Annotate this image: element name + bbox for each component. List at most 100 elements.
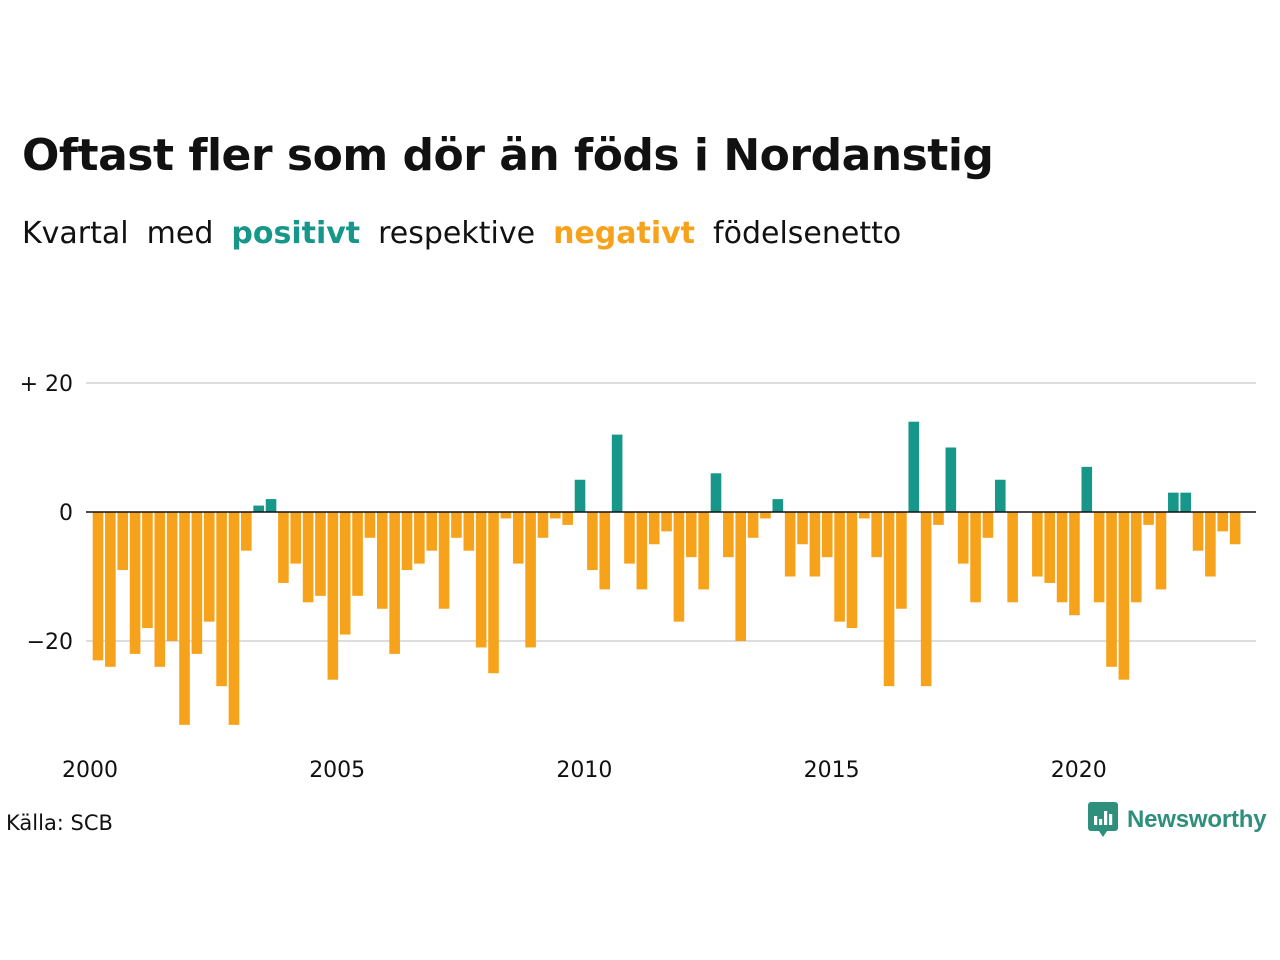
subtitle-word-birth-net: födelsenetto [713, 216, 902, 251]
bar [1056, 512, 1068, 603]
subtitle-word-respectively: respektive [378, 216, 536, 251]
bar [389, 512, 400, 654]
x-tick-label: 2020 [1051, 758, 1107, 783]
x-tick-label: 2015 [804, 758, 860, 783]
bar [364, 512, 376, 538]
bar [809, 512, 821, 577]
bar [945, 447, 957, 512]
bar [624, 512, 635, 564]
bar [1032, 512, 1043, 577]
bar [1192, 512, 1204, 551]
bar [698, 512, 709, 590]
bar [574, 479, 586, 512]
bar [315, 512, 326, 596]
bar [352, 512, 363, 596]
bar [735, 512, 747, 641]
brand-logo[interactable]: Newsworthy [1088, 802, 1267, 838]
bar [982, 512, 994, 538]
bar [957, 512, 969, 564]
subtitle-negative: negativt [553, 216, 696, 251]
bar [129, 512, 141, 654]
bar [550, 512, 561, 519]
bar [426, 512, 438, 551]
bar [723, 512, 734, 558]
x-tick-label: 2000 [62, 758, 118, 783]
bar [1044, 512, 1056, 583]
bar [179, 512, 190, 725]
bar [327, 512, 339, 680]
bar [265, 499, 277, 512]
bar [414, 512, 425, 564]
bar [784, 512, 796, 577]
bar [512, 512, 524, 564]
bar [525, 512, 536, 648]
bar [747, 512, 759, 538]
bar [871, 512, 882, 558]
bar [1205, 512, 1216, 577]
bar [1168, 492, 1179, 512]
brand-name: Newsworthy [1127, 806, 1267, 833]
bar [673, 512, 685, 622]
bar [587, 512, 598, 571]
bar [154, 512, 166, 667]
bar [203, 512, 215, 622]
chart-subtitle: Kvartal med positivt respektive negativt föde… [22, 216, 919, 251]
bar [821, 512, 833, 558]
bar [278, 512, 289, 583]
bar [1093, 512, 1105, 603]
newsworthy-logo-icon [1088, 802, 1118, 837]
bar [537, 512, 549, 538]
bar [1081, 466, 1093, 512]
bar [438, 512, 450, 609]
bar [846, 512, 858, 629]
bar [661, 512, 672, 532]
bar [401, 512, 413, 571]
bar [253, 505, 264, 512]
source-note: Källa: SCB [6, 811, 113, 835]
bar [1130, 512, 1142, 603]
bar [611, 434, 623, 512]
bar [302, 512, 314, 603]
bar [290, 512, 302, 564]
bar [1217, 512, 1229, 532]
bar [228, 512, 240, 725]
axis-layer: + 20 0 −20 2000 2005 2010 2015 2020 [20, 372, 1256, 783]
bar [1118, 512, 1130, 680]
bar [475, 512, 487, 648]
bar [1155, 512, 1167, 590]
bar [920, 512, 932, 687]
bar [562, 512, 573, 525]
bar [1007, 512, 1018, 603]
y-tick-label: + 20 [20, 372, 73, 397]
subtitle-word-with: med [146, 216, 214, 251]
bar [376, 512, 388, 609]
bar [933, 512, 944, 525]
bar [599, 512, 611, 590]
bar [908, 421, 920, 512]
bar [339, 512, 351, 635]
x-tick-label: 2010 [556, 758, 612, 783]
bar [797, 512, 808, 545]
bar [1143, 512, 1154, 525]
bar [166, 512, 178, 641]
bar [970, 512, 981, 603]
bar [1180, 492, 1191, 512]
bar [994, 479, 1006, 512]
bar [710, 473, 722, 512]
bar [760, 512, 771, 519]
subtitle-word-quarter: Kvartal [22, 216, 129, 251]
chart-title: Oftast fler som dör än föds i Nordanstig [22, 130, 994, 181]
grid-layer [86, 382, 1256, 642]
x-tick-label: 2005 [309, 758, 365, 783]
bar [859, 512, 870, 519]
bar [488, 512, 499, 674]
y-tick-label: −20 [27, 630, 73, 655]
bar [1106, 512, 1117, 667]
subtitle-positive: positivt [231, 216, 361, 251]
bar [883, 512, 895, 687]
bars-layer [92, 421, 1241, 725]
bar [451, 512, 462, 538]
y-tick-label: 0 [59, 501, 73, 526]
bar [1069, 512, 1080, 616]
